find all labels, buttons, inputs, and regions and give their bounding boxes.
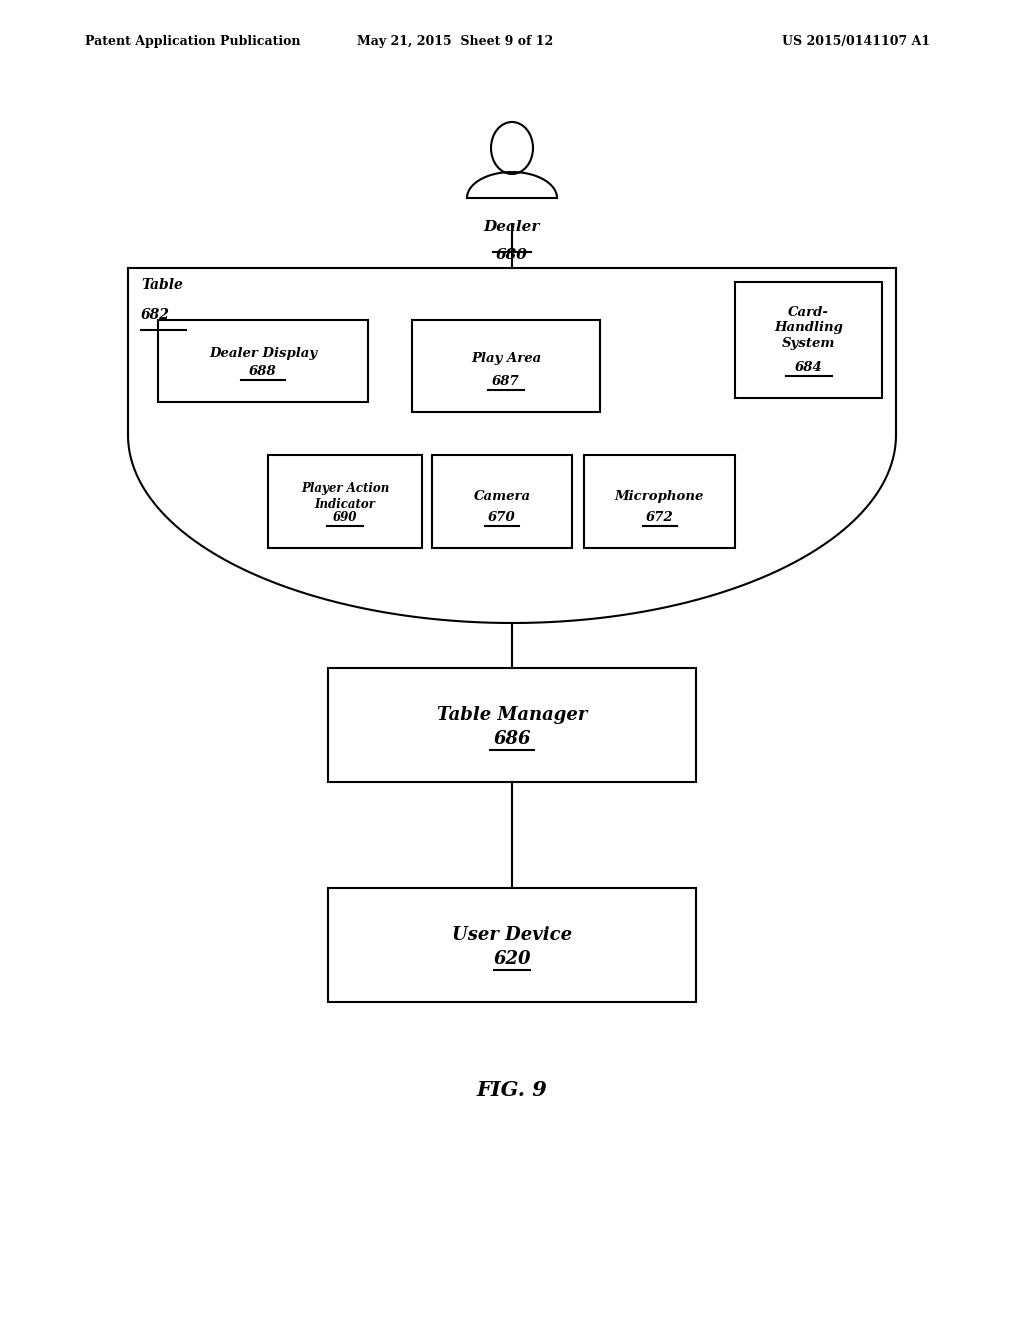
Text: Microphone: Microphone — [614, 490, 705, 503]
Text: 684: 684 — [795, 360, 822, 374]
Text: Table: Table — [141, 279, 183, 292]
Text: Patent Application Publication: Patent Application Publication — [85, 36, 300, 48]
Text: Dealer: Dealer — [483, 220, 541, 234]
Text: 670: 670 — [488, 511, 516, 524]
Text: 686: 686 — [494, 730, 530, 748]
Text: User Device: User Device — [452, 927, 572, 944]
Text: Camera: Camera — [473, 490, 530, 503]
Text: US 2015/0141107 A1: US 2015/0141107 A1 — [782, 36, 930, 48]
Text: Player Action
Indicator: Player Action Indicator — [301, 482, 389, 511]
Text: 687: 687 — [493, 375, 520, 388]
Text: FIG. 9: FIG. 9 — [476, 1080, 548, 1100]
Text: 682: 682 — [141, 308, 170, 322]
Text: 690: 690 — [333, 511, 357, 524]
Text: 688: 688 — [249, 366, 276, 378]
Text: Card-
Handling
System: Card- Handling System — [774, 305, 843, 351]
Text: 680: 680 — [496, 248, 528, 261]
Text: 620: 620 — [494, 950, 530, 968]
Text: May 21, 2015  Sheet 9 of 12: May 21, 2015 Sheet 9 of 12 — [357, 36, 553, 48]
Text: 672: 672 — [645, 511, 674, 524]
Text: Table Manager: Table Manager — [437, 706, 587, 723]
Text: Play Area: Play Area — [471, 351, 541, 364]
Text: Dealer Display: Dealer Display — [209, 346, 317, 359]
